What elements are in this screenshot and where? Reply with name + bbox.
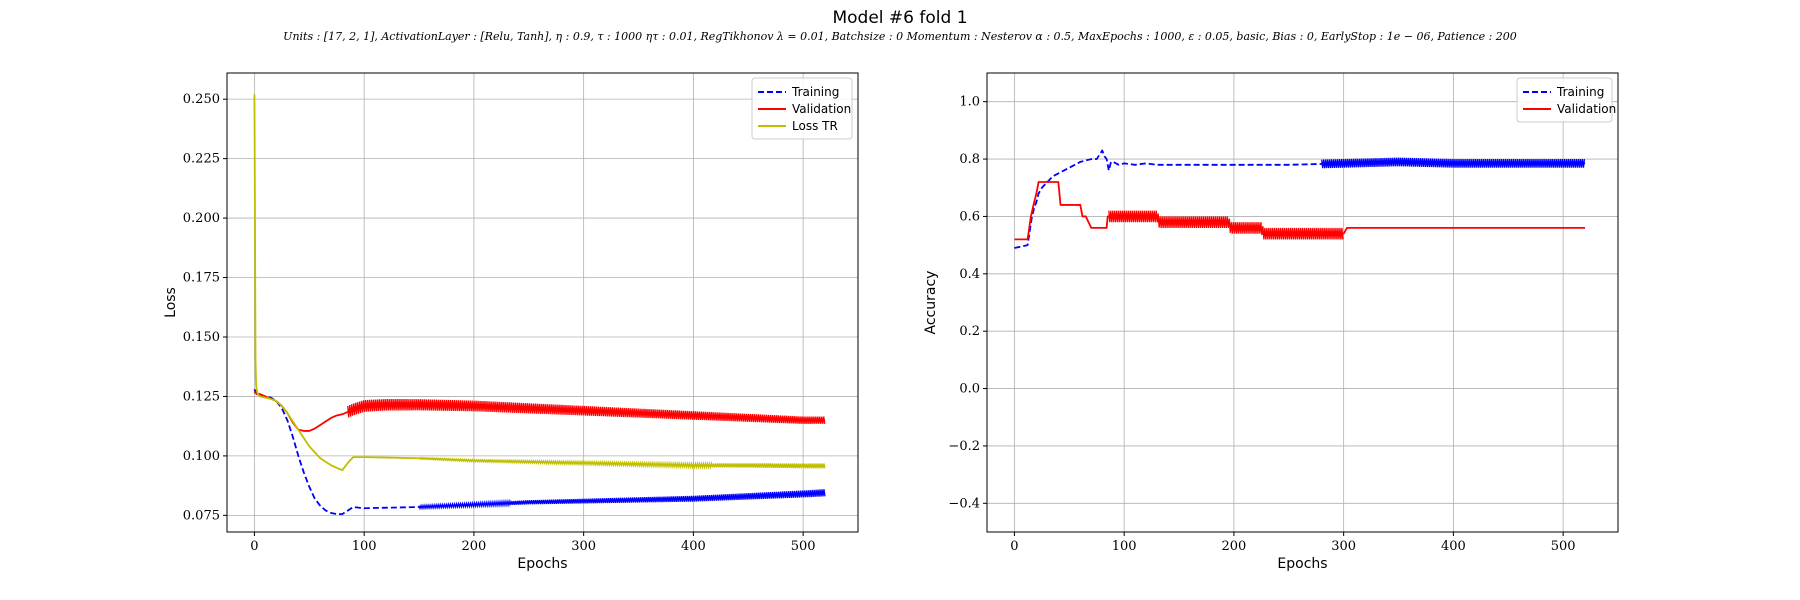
y-tick-label: −0.4 — [948, 496, 980, 511]
legend-label-validation: Validation — [1557, 102, 1616, 116]
y-tick-label: 0.8 — [959, 152, 980, 167]
x-axis-label: Epochs — [1277, 556, 1327, 572]
figure-subtitle: Units : [17, 2, 1], ActivationLayer : [R… — [283, 30, 1517, 43]
series-band-validation — [1108, 210, 1344, 240]
legend: Training Validation Loss TR — [751, 77, 853, 140]
plot-area — [1014, 149, 1586, 249]
x-axis-label: Epochs — [517, 556, 567, 572]
y-tick-label: 1.0 — [959, 95, 980, 110]
y-tick-label: 0.0 — [959, 382, 980, 397]
series-band-loss-tr — [418, 456, 826, 470]
series-line-training — [1014, 149, 1586, 249]
y-tick-label: 0.200 — [183, 211, 220, 226]
x-tick-label: 300 — [1331, 539, 1356, 554]
plot-area — [253, 94, 826, 516]
accuracy-chart: 0 100 200 300 400 500 −0.4 −0.2 0.0 0.2 0.4 0.6 0.8 1… — [923, 72, 1619, 572]
y-tick-label: 0.100 — [183, 449, 220, 464]
y-tick-label: 0.4 — [959, 267, 980, 282]
y-tick-label: 0.6 — [959, 209, 980, 224]
series-band-training — [1321, 157, 1586, 169]
y-tick-label: 0.225 — [183, 152, 220, 167]
y-tick-label: −0.2 — [948, 439, 980, 454]
x-tick-label: 400 — [1441, 539, 1466, 554]
x-tick-label: 300 — [571, 539, 596, 554]
x-tick-label: 200 — [461, 539, 486, 554]
axes-frame — [986, 72, 1619, 533]
series-line-loss-tr — [253, 94, 826, 472]
x-tick-label: 500 — [1551, 539, 1576, 554]
x-tick-label: 500 — [791, 539, 816, 554]
x-tick-label: 0 — [1010, 539, 1018, 554]
y-tick-label: 0.075 — [183, 508, 220, 523]
x-tick-label: 200 — [1221, 539, 1246, 554]
y-tick-label: 0.250 — [183, 92, 220, 107]
y-tick-label: 0.2 — [959, 324, 980, 339]
y-axis-label: Accuracy — [923, 271, 939, 335]
x-tick-label: 100 — [352, 539, 377, 554]
legend-label-loss-tr: Loss TR — [792, 119, 838, 133]
series-line-training — [253, 388, 826, 516]
legend-label-training: Training — [791, 85, 839, 99]
axes-frame — [226, 72, 859, 533]
legend-box — [751, 77, 853, 140]
legend-box — [1516, 77, 1613, 123]
legend: Training Validation — [1516, 77, 1616, 123]
legend-label-validation: Validation — [792, 102, 851, 116]
legend-label-training: Training — [1556, 85, 1604, 99]
x-tick-label: 100 — [1112, 539, 1137, 554]
y-tick-label: 0.175 — [183, 271, 220, 286]
figure-title: Model #6 fold 1 — [832, 8, 968, 28]
series-line-validation — [1014, 181, 1586, 241]
series-band-training — [418, 489, 826, 511]
loss-chart: 0 100 200 300 400 500 0.075 0.100 0.125 0.150 0.17… — [163, 72, 859, 572]
y-tick-label: 0.150 — [183, 330, 220, 345]
x-tick-label: 400 — [681, 539, 706, 554]
y-tick-label: 0.125 — [183, 389, 220, 404]
y-axis-label: Loss — [163, 287, 179, 318]
x-tick-label: 0 — [250, 539, 258, 554]
